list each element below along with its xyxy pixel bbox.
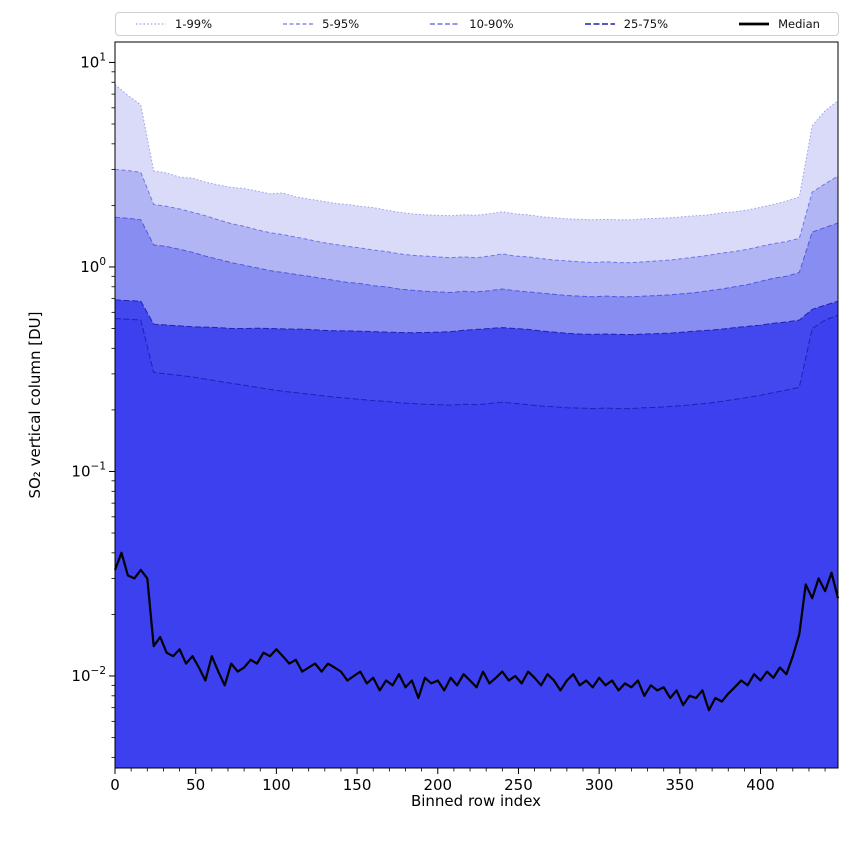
axes-frame	[114, 41, 839, 769]
percentile-line-5-95	[114, 168, 839, 264]
legend-line-icon	[283, 23, 314, 25]
y-tick-label: 10−2	[71, 665, 106, 685]
x-tick-label: 50	[186, 776, 205, 794]
legend-label: 25-75%	[623, 17, 669, 31]
y-tick-label: 101	[80, 51, 106, 71]
legend-item-median: Median	[737, 17, 820, 31]
plot-layers	[113, 84, 840, 769]
legend-label: 5-95%	[322, 17, 360, 31]
y-tick-label: 100	[80, 256, 106, 276]
x-tick-label: 350	[666, 776, 695, 794]
x-tick-label: 150	[343, 776, 372, 794]
legend-item-25-75: 25-75%	[583, 17, 668, 31]
legend: 1-99% 5-95% 10-90% 25-75% Median	[115, 12, 839, 36]
legend-label: Median	[778, 17, 820, 31]
legend-line-icon	[136, 23, 166, 25]
legend-label: 1-99%	[175, 17, 213, 31]
percentile-line-below-25	[114, 314, 839, 410]
y-tick-label: 10−1	[71, 460, 106, 480]
legend-line-icon	[430, 23, 461, 25]
x-tick-label: 0	[110, 776, 120, 794]
legend-item-1-99: 1-99%	[134, 17, 212, 31]
x-tick-label: 400	[746, 776, 775, 794]
x-axis-label: Binned row index	[411, 792, 541, 810]
band-below-25	[115, 315, 838, 768]
median-line	[113, 551, 840, 712]
percentile-line-25-75	[114, 299, 839, 336]
x-tick-label: 100	[262, 776, 291, 794]
x-tick-label: 200	[423, 776, 452, 794]
x-tick-label: 300	[585, 776, 614, 794]
legend-item-5-95: 5-95%	[281, 17, 359, 31]
percentile-line-10-90	[114, 216, 839, 298]
legend-item-10-90: 10-90%	[428, 17, 514, 31]
legend-line-icon	[739, 22, 770, 26]
x-tick-label: 250	[504, 776, 533, 794]
y-axis-label: SO₂ vertical column [DU]	[26, 311, 44, 498]
legend-line-icon	[584, 23, 615, 25]
legend-label: 10-90%	[469, 17, 514, 31]
